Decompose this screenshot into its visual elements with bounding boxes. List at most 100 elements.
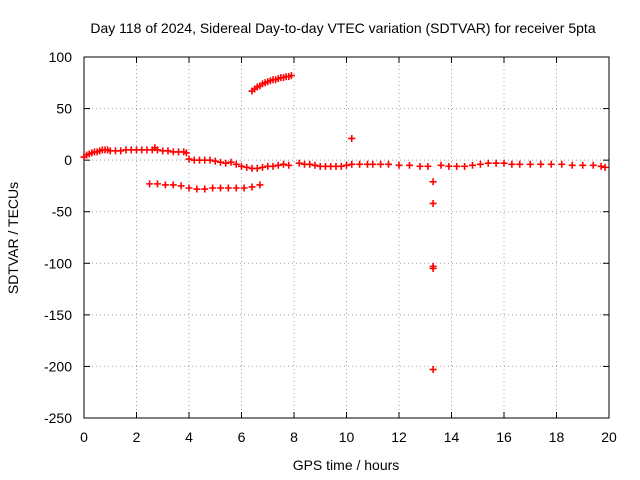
y-tick-label: -50 bbox=[52, 204, 72, 220]
y-tick-label: -200 bbox=[44, 358, 72, 374]
data-point bbox=[243, 163, 251, 171]
data-point bbox=[117, 147, 125, 155]
data-point bbox=[429, 199, 437, 207]
data-point bbox=[217, 184, 224, 192]
data-point bbox=[516, 160, 524, 168]
data-point bbox=[285, 161, 293, 169]
y-tick-label: 0 bbox=[64, 152, 72, 168]
data-point bbox=[227, 158, 235, 166]
axis-ticks: 0 2 4 6 8 10 12 14 16 18 20 100 50 0 -50 -100 -150 -200 -2… bbox=[44, 49, 617, 445]
chart-title: Day 118 of 2024, Sidereal Day-to-day VTE… bbox=[90, 20, 595, 36]
y-tick-label: -250 bbox=[44, 410, 72, 426]
x-tick-label: 14 bbox=[444, 429, 460, 445]
data-point bbox=[424, 162, 432, 170]
data-point bbox=[177, 182, 185, 190]
data-point bbox=[406, 161, 413, 169]
data-point bbox=[222, 159, 230, 167]
series-arc-main-mid bbox=[295, 159, 432, 170]
data-point bbox=[232, 160, 240, 168]
data-point bbox=[211, 157, 219, 165]
y-tick-label: 50 bbox=[56, 101, 72, 117]
x-tick-label: 12 bbox=[391, 429, 407, 445]
data-point bbox=[348, 160, 356, 168]
data-point bbox=[589, 161, 597, 169]
x-tick-label: 18 bbox=[549, 429, 565, 445]
data-point bbox=[193, 185, 201, 193]
data-point bbox=[469, 161, 476, 169]
data-point bbox=[579, 161, 587, 169]
data-point bbox=[154, 146, 161, 154]
data-point bbox=[248, 183, 256, 191]
data-point bbox=[201, 185, 209, 193]
grid-lines bbox=[84, 57, 609, 418]
data-point bbox=[161, 181, 169, 189]
data-point bbox=[597, 162, 605, 170]
series-arc-lower bbox=[146, 180, 264, 193]
data-point bbox=[508, 160, 516, 168]
data-point bbox=[445, 162, 453, 170]
x-tick-label: 8 bbox=[290, 429, 298, 445]
data-point bbox=[348, 134, 356, 142]
data-point bbox=[377, 160, 385, 168]
data-point bbox=[185, 184, 193, 192]
data-point bbox=[429, 178, 437, 186]
data-point bbox=[217, 158, 224, 166]
data-point bbox=[385, 160, 392, 168]
data-point bbox=[259, 163, 266, 171]
series-outliers bbox=[348, 134, 437, 374]
data-point bbox=[295, 159, 303, 167]
data-point bbox=[206, 156, 214, 164]
series-arc-upper bbox=[248, 72, 295, 95]
data-point bbox=[500, 159, 508, 167]
data-point bbox=[256, 181, 264, 189]
x-tick-label: 10 bbox=[339, 429, 355, 445]
data-point bbox=[164, 147, 172, 155]
data-points bbox=[80, 72, 609, 374]
data-point bbox=[240, 184, 248, 192]
x-axis-label: GPS time / hours bbox=[293, 457, 400, 473]
data-point bbox=[429, 264, 437, 272]
data-point bbox=[537, 160, 545, 168]
data-point bbox=[169, 181, 177, 189]
data-point bbox=[182, 149, 190, 157]
data-point bbox=[232, 184, 240, 192]
data-point bbox=[185, 155, 193, 163]
x-tick-label: 20 bbox=[601, 429, 617, 445]
data-point bbox=[224, 184, 232, 192]
x-tick-label: 4 bbox=[185, 429, 193, 445]
x-tick-label: 2 bbox=[133, 429, 141, 445]
data-point bbox=[238, 162, 245, 170]
data-point bbox=[369, 160, 377, 168]
y-tick-label: 100 bbox=[49, 49, 73, 65]
data-point bbox=[558, 160, 566, 168]
data-point bbox=[476, 160, 484, 168]
data-point bbox=[274, 161, 282, 169]
data-point bbox=[453, 162, 461, 170]
data-point bbox=[269, 162, 277, 170]
data-point bbox=[416, 162, 424, 170]
data-point bbox=[547, 160, 555, 168]
data-point bbox=[601, 163, 609, 171]
data-point bbox=[492, 159, 500, 167]
x-tick-label: 0 bbox=[80, 429, 88, 445]
y-tick-label: -150 bbox=[44, 307, 72, 323]
data-point bbox=[146, 180, 154, 188]
data-point bbox=[287, 72, 295, 80]
series-arc-main-early bbox=[80, 144, 293, 172]
data-point bbox=[343, 161, 350, 169]
data-point bbox=[429, 366, 437, 374]
data-point bbox=[484, 159, 492, 167]
data-point bbox=[526, 160, 534, 168]
x-tick-label: 6 bbox=[238, 429, 246, 445]
data-point bbox=[253, 164, 261, 172]
data-point bbox=[461, 162, 469, 170]
y-tick-label: -100 bbox=[44, 255, 72, 271]
data-point bbox=[568, 161, 576, 169]
data-point bbox=[306, 160, 314, 168]
data-point bbox=[356, 160, 364, 168]
y-axis-label: SDTVAR / TECUs bbox=[5, 182, 21, 294]
series-arc-main-late bbox=[437, 159, 609, 171]
data-point bbox=[280, 160, 287, 168]
data-point bbox=[437, 161, 445, 169]
